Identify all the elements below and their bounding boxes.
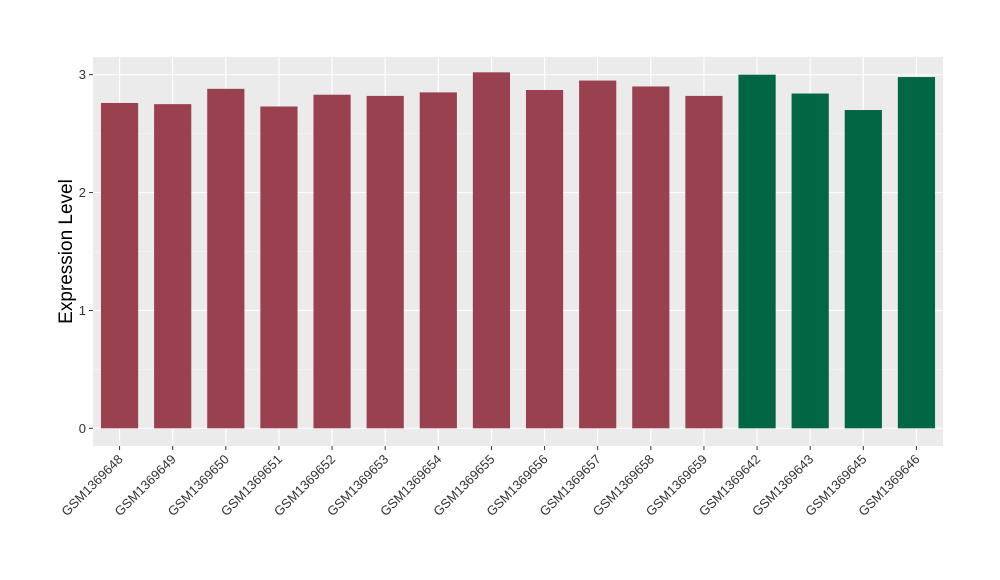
bar-GSM1369654: [419, 92, 457, 429]
x-axis: GSM1369648GSM1369649GSM1369650GSM1369651…: [58, 446, 923, 519]
bar-GSM1369649: [154, 104, 192, 429]
bar-GSM1369642: [738, 74, 776, 429]
bar-GSM1369656: [525, 90, 564, 429]
y-tick-label: 2: [79, 185, 86, 200]
bar-GSM1369657: [579, 80, 617, 429]
bar-GSM1369643: [791, 93, 829, 429]
bar-GSM1369645: [844, 110, 882, 429]
bar-GSM1369650: [207, 88, 245, 429]
y-axis-title: Expression Level: [56, 179, 77, 324]
bars: [100, 72, 936, 429]
bar-GSM1369651: [260, 106, 298, 429]
y-tick-label: 3: [79, 67, 86, 82]
bar-GSM1369658: [632, 86, 670, 429]
y-axis: 0 1 2 3: [79, 67, 93, 436]
y-tick-label: 1: [79, 303, 86, 318]
bar-GSM1369652: [313, 94, 351, 429]
bar-GSM1369646: [897, 77, 936, 429]
bar-GSM1369655: [472, 72, 511, 429]
y-tick-label: 0: [79, 421, 86, 436]
bar-GSM1369653: [366, 95, 404, 429]
bar-GSM1369659: [685, 95, 723, 429]
bar-GSM1369648: [100, 102, 139, 429]
